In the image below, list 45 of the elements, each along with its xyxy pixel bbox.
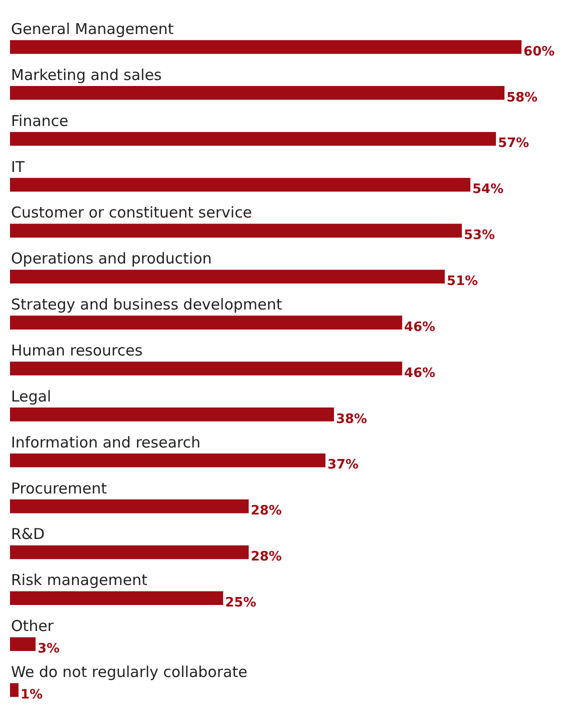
- y-tick-label: Finance: [11, 112, 68, 130]
- y-tick-label: Other: [11, 617, 54, 636]
- data-label: 58%: [506, 90, 538, 106]
- bar: [10, 224, 462, 238]
- y-tick-label: Legal: [11, 387, 52, 406]
- y-tick-label: Risk management: [11, 571, 148, 590]
- bar: [10, 683, 19, 697]
- y-tick-label: Information and research: [11, 433, 200, 452]
- bar: [10, 453, 326, 468]
- bar: [10, 270, 445, 284]
- data-label: 46%: [404, 366, 436, 381]
- y-tick-label: General Management: [11, 20, 174, 38]
- data-label: 60%: [524, 44, 555, 60]
- bar: [10, 362, 402, 376]
- bar: [10, 132, 496, 146]
- y-tick-label: Strategy and business development: [11, 296, 282, 314]
- data-label: 25%: [225, 596, 256, 611]
- bar: [10, 408, 334, 422]
- data-label: 54%: [472, 182, 504, 198]
- bar: [10, 637, 36, 651]
- data-label: 46%: [404, 320, 436, 335]
- bar: [10, 545, 249, 560]
- data-label: 1%: [20, 687, 43, 702]
- data-label: 57%: [498, 136, 530, 152]
- y-tick-label: We do not regularly collaborate: [11, 663, 248, 682]
- data-label: 38%: [336, 412, 368, 427]
- y-tick-label: Procurement: [11, 479, 107, 498]
- bar: [10, 316, 402, 330]
- y-tick-label: Human resources: [11, 342, 143, 360]
- bar: [10, 178, 470, 192]
- y-tick-label: IT: [11, 158, 26, 176]
- bar: [10, 499, 249, 514]
- data-label: 3%: [38, 641, 60, 656]
- data-label: 28%: [250, 504, 282, 519]
- y-tick-label: Operations and production: [11, 250, 212, 268]
- bar: [10, 86, 504, 100]
- data-label: 37%: [327, 458, 359, 473]
- data-label: 28%: [250, 550, 282, 565]
- y-tick-label: R&D: [11, 525, 45, 544]
- data-label: 53%: [464, 228, 495, 244]
- bar: [10, 40, 522, 54]
- data-label: 51%: [446, 274, 478, 290]
- y-tick-label: Customer or constituent service: [11, 204, 252, 222]
- bar: [10, 591, 224, 606]
- y-tick-label: Marketing and sales: [11, 66, 162, 84]
